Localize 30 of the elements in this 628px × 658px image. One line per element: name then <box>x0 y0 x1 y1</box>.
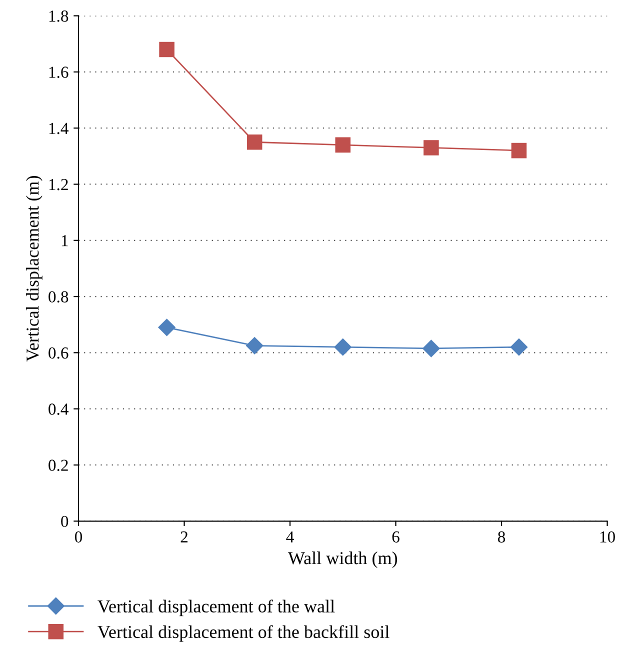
x-axis-title: Wall width (m) <box>288 552 398 568</box>
y-tick-label: 0.6 <box>48 347 68 359</box>
x-tick-label: 2 <box>180 531 188 542</box>
point <box>424 140 439 156</box>
point <box>246 134 262 150</box>
y-tick-label: 0.2 <box>48 460 68 472</box>
x-tick-label: 6 <box>392 531 400 543</box>
point <box>159 42 174 58</box>
point <box>246 337 264 354</box>
point <box>334 338 352 356</box>
y-tick-label: 1 <box>62 235 68 246</box>
x-tick-label: 8 <box>498 531 506 543</box>
point <box>158 318 176 336</box>
legend-label: Vertical displacement of the wall <box>98 600 335 616</box>
y-tick-label: 1.8 <box>49 10 68 22</box>
y-axis-title: Vertical displacement (m) <box>26 176 42 362</box>
point <box>510 338 528 356</box>
y-tick-label: 1.4 <box>49 122 69 134</box>
legend-label: Vertical displacement of the backfill soil <box>98 625 390 642</box>
y-tick-label: 0 <box>61 516 68 528</box>
x-tick-label: 0 <box>74 531 82 543</box>
x-tick-label: 4 <box>286 531 294 542</box>
y-tick-label: 0.4 <box>48 404 69 415</box>
y-tick-label: 0.8 <box>48 291 68 303</box>
point <box>422 340 440 358</box>
point <box>511 142 527 158</box>
y-tick-label: 1.6 <box>49 66 68 78</box>
x-tick-label: 10 <box>600 531 615 543</box>
y-tick-label: 1.2 <box>49 178 68 190</box>
point <box>335 137 351 153</box>
